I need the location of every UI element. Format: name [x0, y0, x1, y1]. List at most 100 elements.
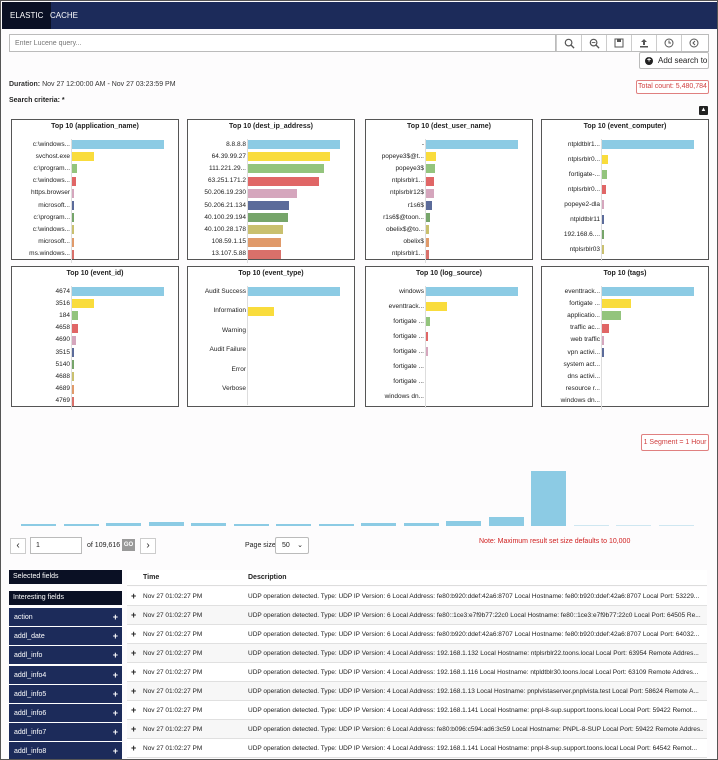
- panel-bar[interactable]: [426, 249, 429, 259]
- panel-bar-label[interactable]: ntplsrblr0...: [567, 185, 600, 193]
- panel-bar[interactable]: [426, 302, 448, 311]
- panel-bar[interactable]: [72, 299, 95, 309]
- add-field-icon[interactable]: +: [112, 746, 118, 757]
- search-button[interactable]: [556, 35, 581, 51]
- panel-bar-label[interactable]: 4769: [55, 397, 70, 405]
- panel-bar-label[interactable]: fortigate ...: [393, 347, 424, 355]
- panel-bar-label[interactable]: windows: [399, 287, 424, 295]
- panel-bar[interactable]: [72, 140, 164, 149]
- panel-bar-label[interactable]: ntplsrblr0...: [567, 155, 600, 163]
- add-field-icon[interactable]: +: [112, 631, 118, 642]
- table-row[interactable]: + Nov 27 01:02:27 PM UDP operation detecte…: [127, 606, 707, 625]
- panel-bar[interactable]: [72, 287, 164, 296]
- add-field-icon[interactable]: +: [112, 727, 118, 738]
- panel-bar[interactable]: [72, 164, 77, 174]
- panel-bar[interactable]: [602, 185, 606, 194]
- panel-bar[interactable]: [602, 335, 604, 345]
- histogram-bar[interactable]: [361, 523, 396, 526]
- panel-bar-label[interactable]: 4688: [55, 372, 70, 380]
- panel-bar-label[interactable]: c:\windows...: [32, 177, 70, 185]
- panel-bar-label[interactable]: ntplsrblr03: [569, 245, 600, 253]
- panel-bar-label[interactable]: 40.100.29.194: [204, 213, 246, 221]
- panel-bar-label[interactable]: resource r...: [565, 385, 600, 393]
- zoom-search-button[interactable]: [581, 35, 606, 51]
- panel-bar[interactable]: [72, 213, 74, 223]
- panel-bar-label[interactable]: 50.206.21.134: [204, 201, 246, 209]
- history-button[interactable]: [656, 35, 681, 51]
- sidebar-field-item[interactable]: addl_info +: [9, 646, 122, 666]
- panel-bar-label[interactable]: ms.windows...: [29, 250, 70, 258]
- page-size-select[interactable]: 50 ⌄: [275, 537, 309, 554]
- panel-bar-label[interactable]: 8.8.8.8: [226, 140, 246, 148]
- panel-bar[interactable]: [248, 176, 319, 186]
- panel-bar-label[interactable]: fortigate ...: [393, 377, 424, 385]
- panel-bar-label[interactable]: applicatio...: [567, 311, 600, 319]
- panel-bar[interactable]: [426, 237, 429, 247]
- panel-bar[interactable]: [72, 237, 74, 247]
- panel-bar-label[interactable]: windows dn...: [384, 392, 424, 400]
- panel-bar-label[interactable]: system act...: [563, 360, 600, 368]
- selected-fields-header[interactable]: Selected fields: [9, 570, 122, 584]
- panel-bar[interactable]: [426, 347, 428, 356]
- table-row[interactable]: + Nov 27 01:02:27 PM UDP operation detecte…: [127, 587, 707, 606]
- panel-bar-label[interactable]: microsoft...: [38, 238, 70, 246]
- add-field-icon[interactable]: +: [112, 688, 118, 699]
- panel-bar[interactable]: [248, 225, 283, 235]
- panel-bar-label[interactable]: 108.59.1.15: [211, 238, 246, 246]
- panel-bar[interactable]: [426, 152, 437, 162]
- panel-bar-label[interactable]: traffic ac...: [570, 324, 600, 332]
- panel-bar[interactable]: [72, 323, 79, 333]
- panel-bar-label[interactable]: 192.168.6....: [563, 230, 600, 238]
- panel-bar[interactable]: [602, 287, 694, 296]
- panel-bar-label[interactable]: https.browser: [30, 189, 70, 197]
- panel-bar[interactable]: [72, 360, 74, 370]
- panel-bar[interactable]: [426, 188, 435, 198]
- add-field-icon[interactable]: +: [112, 708, 118, 718]
- panel-bar[interactable]: [72, 348, 74, 357]
- panel-bar[interactable]: [602, 311, 622, 321]
- panel-bar-label[interactable]: Error: [231, 365, 246, 373]
- sidebar-field-item[interactable]: action +: [9, 608, 122, 627]
- panel-bar-label[interactable]: microsoft...: [38, 201, 70, 209]
- panel-bar[interactable]: [248, 152, 330, 162]
- histogram-bar[interactable]: [106, 523, 141, 526]
- add-field-icon[interactable]: +: [112, 669, 118, 680]
- histogram-bar[interactable]: [403, 523, 439, 526]
- panel-bar-label[interactable]: fortigate ...: [569, 299, 600, 307]
- panel-bar[interactable]: [72, 152, 95, 162]
- table-row[interactable]: + Nov 27 01:02:27 PM UDP operation detecte…: [127, 720, 707, 739]
- panel-bar-label[interactable]: r1s6$: [407, 201, 424, 209]
- panel-bar-label[interactable]: Information: [213, 307, 246, 314]
- panel-bar[interactable]: [248, 188, 297, 198]
- expand-row-icon[interactable]: +: [131, 724, 137, 734]
- expand-row-icon[interactable]: +: [131, 743, 137, 753]
- panel-bar-label[interactable]: 50.206.19.230: [204, 189, 246, 197]
- upload-button[interactable]: [631, 35, 656, 51]
- expand-row-icon[interactable]: +: [131, 705, 137, 715]
- panel-bar-label[interactable]: 3515: [55, 348, 70, 356]
- panel-bar-label[interactable]: popeye2-dla: [564, 200, 600, 208]
- panel-bar[interactable]: [248, 287, 340, 296]
- expand-row-icon[interactable]: +: [131, 648, 137, 658]
- panel-bar-label[interactable]: 64.39.99.27: [211, 152, 246, 160]
- panel-bar-label[interactable]: 111.221.29...: [209, 164, 246, 172]
- sidebar-field-item[interactable]: addl_info5 +: [9, 684, 122, 704]
- panel-bar-label[interactable]: ntplsrblr1...: [391, 250, 424, 258]
- panel-bar[interactable]: [426, 332, 428, 341]
- panel-bar[interactable]: [426, 213, 430, 223]
- sidebar-field-item[interactable]: addl_info8 +: [9, 742, 122, 759]
- histogram-bar[interactable]: [318, 523, 354, 526]
- panel-bar-label[interactable]: dns activi...: [567, 372, 600, 380]
- panel-bar[interactable]: [602, 170, 607, 179]
- panel-bar-label[interactable]: Verbose: [222, 385, 246, 392]
- panel-bar-label[interactable]: 63.251.171.2: [208, 177, 246, 185]
- panel-bar[interactable]: [426, 176, 435, 186]
- panel-bar-label[interactable]: Audit Failure: [209, 346, 247, 353]
- panel-bar[interactable]: [72, 249, 74, 259]
- histogram-bar[interactable]: [531, 471, 566, 526]
- go-button[interactable]: GO: [122, 539, 135, 551]
- add-search-to-button[interactable]: + Add search to: [639, 52, 709, 69]
- histogram-bar[interactable]: [488, 516, 524, 526]
- panel-bar-label[interactable]: ntpldtblr1...: [567, 140, 600, 148]
- histogram-bar[interactable]: [148, 521, 184, 526]
